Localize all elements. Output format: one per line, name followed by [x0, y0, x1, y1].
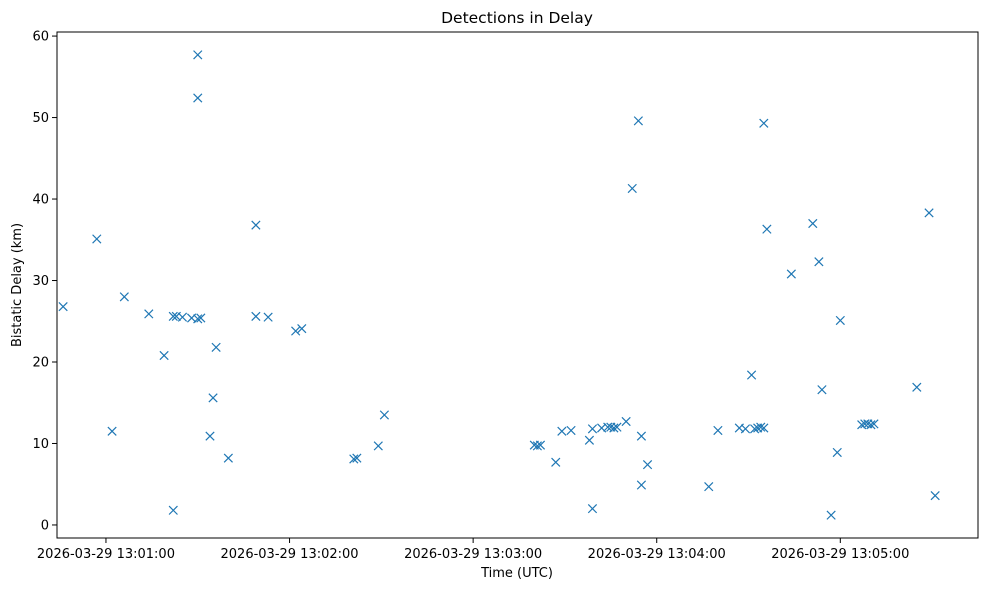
data-point — [609, 423, 619, 433]
y-tick-label: 30 — [32, 274, 49, 289]
data-point — [584, 435, 595, 445]
y-tick-label: 40 — [32, 193, 49, 208]
data-point — [713, 425, 723, 436]
data-point — [835, 315, 845, 326]
data-point — [930, 491, 940, 501]
data-point — [636, 480, 647, 490]
plot-frame — [56, 31, 979, 539]
data-point — [832, 447, 842, 458]
data-point — [808, 218, 818, 229]
data-point — [786, 269, 796, 279]
data-point — [379, 410, 390, 420]
data-point — [208, 393, 218, 403]
data-point — [759, 118, 769, 128]
chart-title: Detections in Delay — [441, 9, 593, 27]
x-tick-label: 2026-03-29 13:03:00 — [404, 547, 542, 562]
data-point — [750, 424, 760, 434]
x-tick-label: 2026-03-29 13:04:00 — [588, 547, 726, 562]
x-tick-label: 2026-03-29 13:05:00 — [771, 547, 909, 562]
data-point — [551, 457, 561, 467]
data-point — [814, 257, 824, 267]
data-point — [636, 431, 647, 441]
data-point — [291, 326, 301, 336]
data-point — [205, 431, 215, 441]
data-point — [912, 382, 922, 392]
data-point — [168, 505, 178, 515]
data-point — [297, 323, 307, 334]
data-point — [196, 313, 206, 323]
data-point — [866, 420, 876, 430]
data-point — [612, 422, 622, 432]
data-point — [704, 482, 714, 492]
data-point — [759, 423, 769, 433]
data-point — [566, 425, 576, 436]
y-tick-label: 50 — [32, 111, 49, 126]
data-point — [223, 453, 233, 463]
data-point — [642, 460, 653, 470]
data-point — [587, 504, 598, 514]
data-point — [193, 50, 203, 60]
data-point — [627, 183, 637, 194]
data-point — [144, 309, 154, 319]
data-point — [557, 426, 567, 436]
data-point — [373, 441, 383, 451]
y-tick-label: 10 — [32, 437, 49, 452]
x-tick-label: 2026-03-29 13:02:00 — [221, 547, 359, 562]
data-point — [177, 312, 188, 322]
x-axis-label: Time (UTC) — [480, 566, 553, 581]
y-tick-label: 0 — [41, 518, 49, 533]
data-point — [817, 385, 827, 395]
data-point — [251, 311, 261, 321]
data-point — [740, 424, 751, 434]
data-point — [92, 234, 102, 244]
data-point — [633, 116, 643, 126]
data-point — [159, 350, 169, 361]
data-point — [349, 454, 359, 464]
y-tick-label: 20 — [32, 356, 49, 371]
data-point — [193, 314, 203, 324]
data-point — [762, 224, 772, 234]
data-point — [107, 426, 117, 436]
data-point — [211, 342, 221, 352]
data-point — [587, 424, 598, 434]
data-points — [58, 50, 940, 520]
x-tick-label: 2026-03-29 13:01:00 — [37, 547, 175, 562]
data-point — [535, 440, 546, 450]
x-axis: 2026-03-29 13:01:00 2026-03-29 13:02:00 20… — [37, 538, 909, 562]
data-point — [193, 93, 203, 103]
data-point — [621, 416, 631, 427]
y-tick-label: 60 — [32, 30, 49, 45]
data-point — [532, 441, 543, 451]
data-point — [251, 220, 261, 230]
data-point — [869, 419, 879, 429]
data-point — [924, 208, 934, 218]
y-axis: 0 10 20 30 40 50 60 — [32, 30, 57, 533]
data-point — [58, 301, 68, 312]
y-axis-label: Bistatic Delay (km) — [10, 223, 25, 347]
data-point — [352, 453, 362, 463]
data-point — [756, 422, 766, 432]
data-point — [263, 312, 273, 322]
data-point — [168, 311, 178, 321]
data-point — [746, 370, 757, 380]
data-point — [119, 292, 129, 302]
data-point — [826, 510, 836, 520]
